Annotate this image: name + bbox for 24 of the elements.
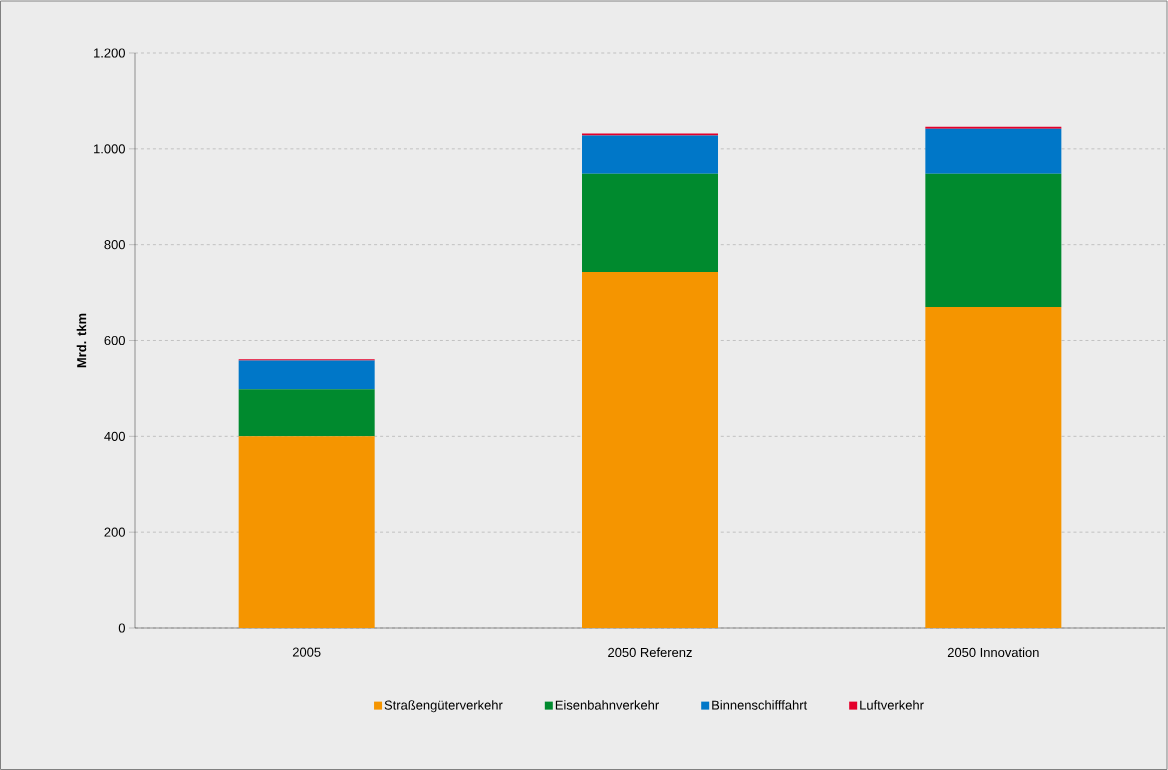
y-tick-label: 800	[104, 240, 125, 250]
bar	[238, 389, 375, 437]
bar	[582, 173, 719, 272]
y-tick-label: 400	[104, 431, 125, 441]
bar	[925, 173, 1062, 307]
bar	[925, 306, 1062, 628]
bar	[238, 436, 375, 628]
bar	[238, 360, 375, 390]
y-tick-label: 1.200	[94, 48, 125, 58]
x-tick-label: 2050 Referenz	[608, 647, 692, 658]
bar	[582, 135, 719, 174]
y-tick-label: 600	[104, 335, 125, 346]
legend-label: Binnenschifffahrt	[712, 700, 808, 710]
bar	[582, 271, 719, 628]
y-tick-label: 200	[104, 527, 125, 537]
legend-label: Eisenbahnverkehr	[555, 700, 659, 710]
y-axis-title: Mrd. tkm	[76, 313, 87, 368]
x-tick-label: 2005	[292, 647, 321, 657]
y-tick-label: 1.000	[94, 144, 125, 154]
y-tick-label: 0	[118, 623, 125, 633]
x-tick-label: 2050 Innovation	[947, 647, 1039, 658]
bar	[925, 128, 1062, 174]
legend-label: Luftverkehr	[860, 700, 924, 710]
legend-label: Straßengüterverkehr	[384, 700, 503, 713]
